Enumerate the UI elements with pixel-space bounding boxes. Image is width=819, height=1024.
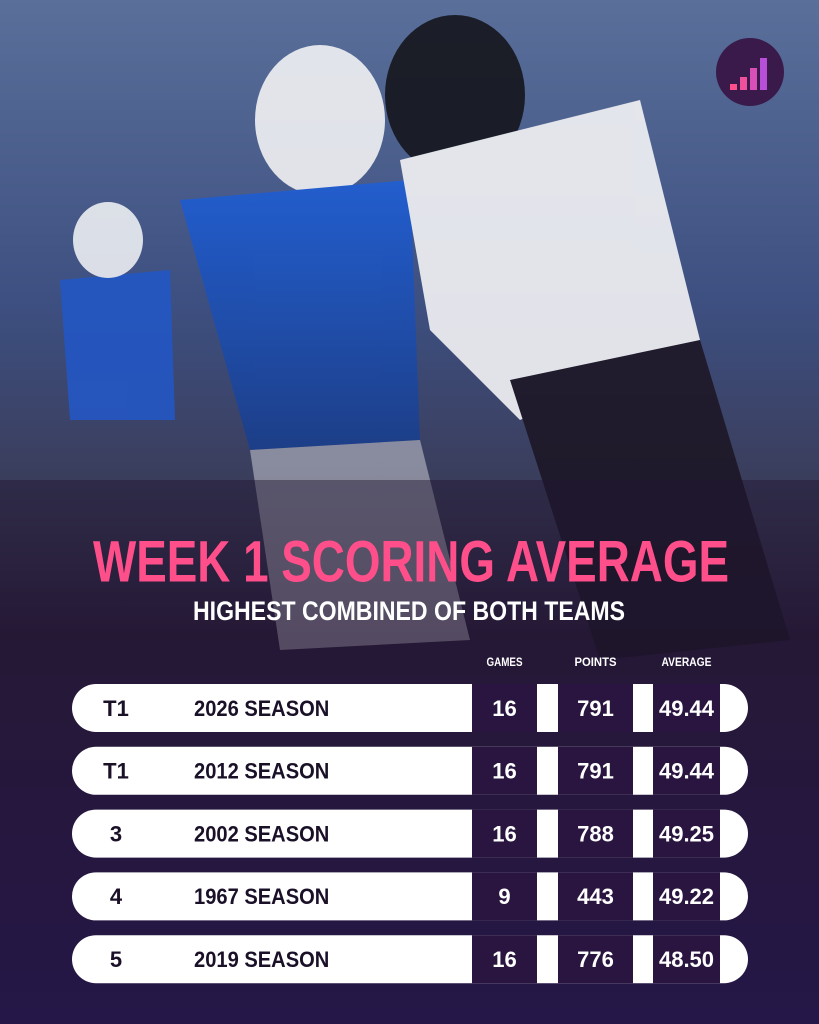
points: 791 — [577, 696, 614, 721]
rank: 4 — [110, 884, 123, 909]
cell-background — [558, 746, 633, 795]
subtitle: HIGHEST COMBINED OF BOTH TEAMS — [193, 596, 625, 626]
cell-background — [558, 872, 633, 921]
average: 48.50 — [659, 947, 714, 972]
row-background — [72, 872, 748, 921]
points: 791 — [577, 759, 614, 784]
cell-background — [472, 746, 537, 795]
row-background — [72, 684, 748, 732]
cell-background — [472, 809, 537, 858]
games: 9 — [498, 884, 510, 909]
points: 776 — [577, 947, 614, 972]
photo-illustration — [60, 15, 790, 660]
points: 788 — [577, 821, 614, 846]
table-row: T1 2012 SEASON 16 791 49.44 — [72, 746, 748, 795]
season: 2026 SEASON — [194, 696, 329, 721]
row-background — [72, 935, 748, 984]
games: 16 — [492, 759, 516, 784]
cell-background — [558, 935, 633, 984]
average: 49.25 — [659, 821, 714, 846]
logo — [716, 38, 784, 106]
rank: 5 — [110, 947, 122, 972]
rank: T1 — [103, 696, 129, 721]
title: WEEK 1 SCORING AVERAGE — [93, 529, 729, 594]
cell-background — [653, 746, 720, 795]
cell-background — [558, 684, 633, 732]
average: 49.22 — [659, 884, 714, 909]
season: 1967 SEASON — [194, 884, 329, 909]
season: 2002 SEASON — [194, 821, 329, 846]
cell-background — [653, 684, 720, 732]
cell-background — [653, 872, 720, 921]
table-row: T1 2026 SEASON 16 791 49.44 — [72, 684, 748, 732]
table-row: 3 2002 SEASON 16 788 49.25 — [72, 809, 748, 858]
cell-background — [653, 809, 720, 858]
rank: T1 — [103, 759, 129, 784]
column-header: GAMES — [487, 655, 523, 669]
rank: 3 — [110, 821, 122, 846]
average: 49.44 — [659, 696, 715, 721]
row-background — [72, 746, 748, 795]
games: 16 — [492, 947, 516, 972]
row-background — [72, 809, 748, 858]
points: 443 — [577, 884, 614, 909]
season: 2012 SEASON — [194, 759, 329, 784]
games: 16 — [492, 821, 516, 846]
table: GAMES POINTS AVERAGE T1 2026 SEASON 16 791 49.4… — [72, 655, 748, 984]
table-row: 4 1967 SEASON 9 443 49.22 — [72, 872, 748, 921]
season: 2019 SEASON — [194, 947, 329, 972]
cell-background — [653, 935, 720, 984]
cell-background — [558, 809, 633, 858]
cell-background — [472, 872, 537, 921]
table-row: 5 2019 SEASON 16 776 48.50 — [72, 935, 748, 984]
cell-background — [472, 684, 537, 732]
cell-background — [472, 935, 537, 984]
average: 49.44 — [659, 759, 715, 784]
games: 16 — [492, 696, 516, 721]
column-header: POINTS — [575, 655, 617, 669]
column-header: AVERAGE — [662, 655, 712, 669]
